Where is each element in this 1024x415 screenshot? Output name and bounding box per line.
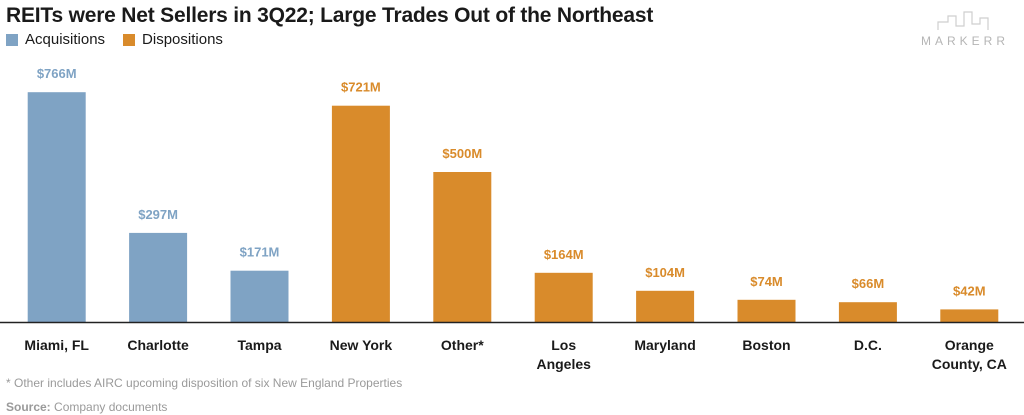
legend-swatch-dispositions — [123, 33, 136, 46]
legend: Acquisitions Dispositions — [6, 31, 223, 48]
bar-acquisitions-2 — [230, 270, 289, 322]
category-label-3: New York — [330, 337, 393, 353]
category-label-1: Charlotte — [127, 337, 189, 353]
brand-name: MARKERR — [920, 34, 1009, 48]
data-label-3: $721M — [341, 80, 381, 95]
legend-label-dispositions: Dispositions — [142, 31, 223, 48]
category-label-4: Other* — [441, 337, 484, 353]
category-label-7: Boston — [742, 337, 790, 353]
brand-logo: MARKERR — [910, 8, 1020, 48]
bar-acquisitions-0 — [27, 92, 86, 322]
data-label-5: $164M — [544, 247, 584, 262]
bar-dispositions-5 — [534, 272, 593, 322]
category-label-8: D.C. — [854, 337, 882, 353]
data-label-9: $42M — [953, 283, 986, 298]
category-label-2: Tampa — [237, 337, 281, 353]
data-label-0: $766M — [37, 66, 77, 81]
bar-dispositions-9 — [940, 309, 999, 322]
source-text: Company documents — [54, 400, 168, 414]
category-label-5-line-0: Los — [551, 337, 576, 353]
category-label-9-line-0: Orange — [945, 337, 994, 353]
category-label-9-line-1: County, CA — [932, 356, 1007, 372]
data-label-8: $66M — [852, 276, 885, 291]
bar-dispositions-3 — [331, 105, 390, 322]
legend-item-acquisitions: Acquisitions — [6, 31, 105, 48]
category-label-0: Miami, FL — [24, 337, 89, 353]
bar-dispositions-4 — [433, 172, 492, 322]
footnote: * Other includes AIRC upcoming dispositi… — [6, 376, 403, 390]
bar-dispositions-7 — [737, 299, 796, 322]
data-label-4: $500M — [442, 146, 482, 161]
bar-dispositions-6 — [636, 290, 695, 322]
category-label-6: Maryland — [634, 337, 695, 353]
data-label-6: $104M — [645, 265, 685, 280]
legend-swatch-acquisitions — [6, 33, 18, 46]
data-label-7: $74M — [750, 274, 783, 289]
bar-acquisitions-1 — [129, 232, 188, 322]
source-label: Source: — [6, 400, 51, 414]
data-label-2: $171M — [240, 245, 280, 260]
bar-dispositions-8 — [838, 302, 897, 322]
legend-label-acquisitions: Acquisitions — [25, 31, 106, 48]
source-note: Source: Company documents — [6, 400, 167, 414]
category-label-5-line-1: Angeles — [536, 356, 591, 372]
data-label-1: $297M — [138, 207, 178, 222]
chart-title: REITs were Net Sellers in 3Q22; Large Tr… — [6, 4, 654, 27]
skyline-logo-icon — [937, 11, 989, 30]
legend-item-dispositions: Dispositions — [123, 31, 223, 48]
